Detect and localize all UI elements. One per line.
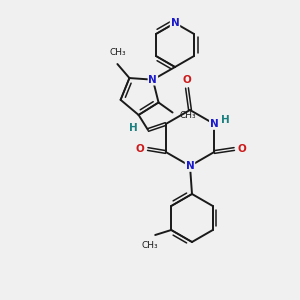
Text: N: N [171,18,179,28]
Text: CH₃: CH₃ [109,48,126,57]
Text: O: O [238,144,247,154]
Text: H: H [129,123,137,133]
Text: N: N [186,161,194,171]
Text: N: N [210,119,219,129]
Text: N: N [148,75,157,85]
Text: H: H [221,115,230,125]
Text: O: O [183,75,191,85]
Text: CH₃: CH₃ [179,111,196,120]
Text: O: O [135,144,144,154]
Text: CH₃: CH₃ [142,241,158,250]
